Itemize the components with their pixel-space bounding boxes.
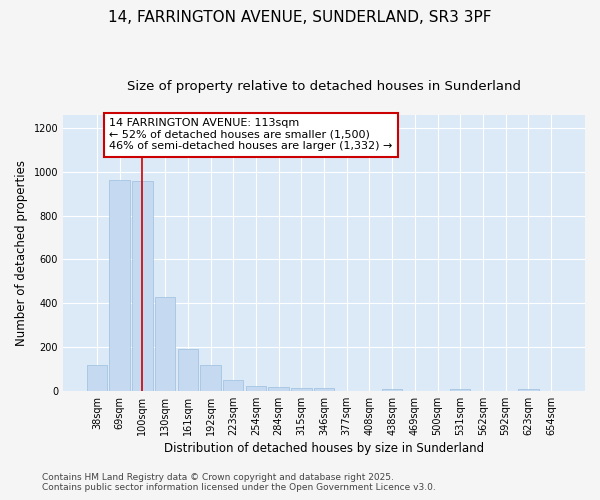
Bar — [155, 296, 175, 391]
X-axis label: Distribution of detached houses by size in Sunderland: Distribution of detached houses by size … — [164, 442, 484, 455]
Bar — [518, 389, 539, 391]
Bar — [87, 364, 107, 391]
Bar — [291, 388, 311, 391]
Text: 14, FARRINGTON AVENUE, SUNDERLAND, SR3 3PF: 14, FARRINGTON AVENUE, SUNDERLAND, SR3 3… — [108, 10, 492, 25]
Title: Size of property relative to detached houses in Sunderland: Size of property relative to detached ho… — [127, 80, 521, 93]
Bar — [200, 364, 221, 391]
Text: Contains HM Land Registry data © Crown copyright and database right 2025.
Contai: Contains HM Land Registry data © Crown c… — [42, 473, 436, 492]
Bar — [245, 386, 266, 391]
Y-axis label: Number of detached properties: Number of detached properties — [15, 160, 28, 346]
Bar — [314, 388, 334, 391]
Text: 14 FARRINGTON AVENUE: 113sqm
← 52% of detached houses are smaller (1,500)
46% of: 14 FARRINGTON AVENUE: 113sqm ← 52% of de… — [109, 118, 393, 152]
Bar — [109, 180, 130, 391]
Bar — [223, 380, 244, 391]
Bar — [132, 180, 152, 391]
Bar — [450, 389, 470, 391]
Bar — [268, 388, 289, 391]
Bar — [178, 348, 198, 391]
Bar — [382, 390, 403, 391]
